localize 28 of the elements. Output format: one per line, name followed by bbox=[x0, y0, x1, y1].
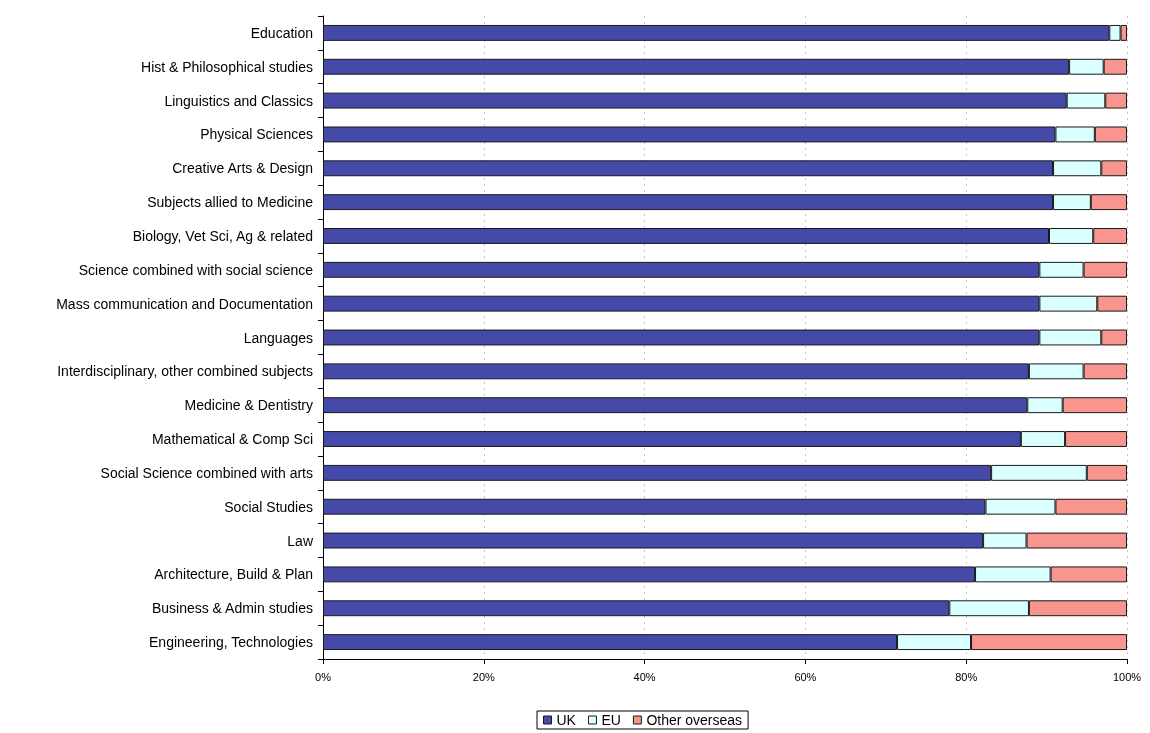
y-tick-label: Interdisciplinary, other combined subjects bbox=[57, 363, 313, 380]
x-tick-label: 80% bbox=[955, 670, 978, 683]
y-tick-label: Architecture, Build & Plan bbox=[154, 566, 313, 583]
y-tick-label: Science combined with social science bbox=[78, 261, 314, 278]
y-tick-label: Linguistics and Classics bbox=[164, 92, 313, 109]
legend-label: Other overseas bbox=[646, 712, 743, 728]
y-tick-label: Physical Sciences bbox=[200, 126, 313, 143]
x-tick-label: 0% bbox=[315, 670, 332, 683]
y-tick-label: Social Science combined with arts bbox=[100, 464, 313, 481]
y-tick-label: Engineering, Technologies bbox=[149, 634, 313, 651]
y-tick-label: Mathematical & Comp Sci bbox=[151, 431, 313, 448]
y-tick-label: Law bbox=[287, 532, 314, 549]
y-tick-label: Subjects allied to Medicine bbox=[147, 194, 314, 211]
legend-label: EU bbox=[601, 712, 621, 728]
y-tick-label: Education bbox=[250, 24, 313, 41]
legend-label: UK bbox=[556, 712, 577, 728]
y-tick-label: Hist & Philosophical studies bbox=[141, 58, 313, 75]
x-tick-label: 100% bbox=[1112, 670, 1142, 683]
y-tick-label: Social Studies bbox=[224, 498, 313, 515]
y-tick-label: Languages bbox=[243, 329, 313, 346]
x-tick-label: 20% bbox=[472, 670, 496, 683]
x-tick-label: 40% bbox=[633, 670, 656, 683]
y-tick-label: Medicine & Dentistry bbox=[184, 397, 313, 414]
x-tick-label: 60% bbox=[794, 670, 817, 683]
y-tick-label: Business & Admin studies bbox=[151, 600, 313, 617]
y-tick-label: Creative Arts & Design bbox=[172, 160, 313, 177]
y-tick-label: Biology, Vet Sci, Ag & related bbox=[132, 227, 313, 244]
y-tick-label: Mass communication and Documentation bbox=[56, 295, 313, 312]
